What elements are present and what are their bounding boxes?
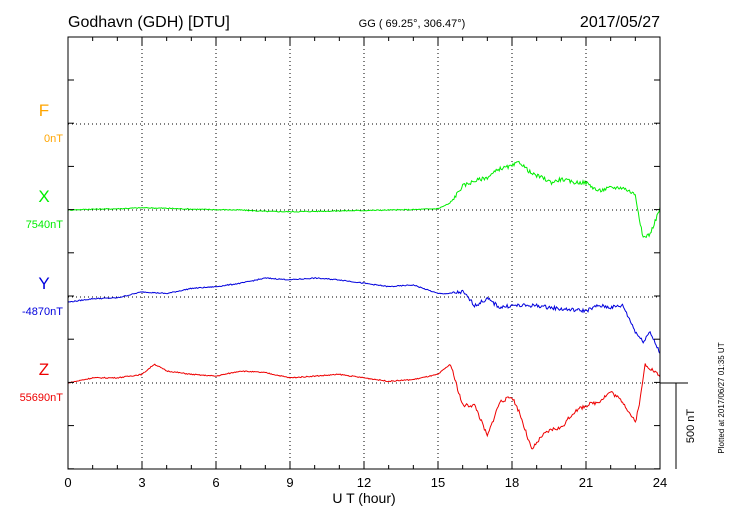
grid-lines: [68, 37, 660, 469]
x-tick-label: 24: [653, 475, 667, 490]
scale-bar-label: 500 nT: [685, 409, 697, 444]
series-name-label: X: [38, 187, 49, 206]
chart-date: 2017/05/27: [580, 14, 660, 31]
x-tick-labels: 0 3 6 9 12 15 18 21 24: [64, 475, 667, 490]
station-coordinates: GG ( 69.25°, 306.47°): [359, 18, 466, 30]
x-tick-label: 15: [431, 475, 445, 490]
series-labels: F 0nT X 7540nT Y -4870nT Z 55690nT: [20, 101, 64, 404]
axis-ticks: [67, 37, 661, 470]
series-line-z: [67, 363, 661, 450]
series-baseline-label: 0nT: [44, 133, 63, 145]
scale-bar: 500 nT: [660, 382, 697, 469]
series-baseline-label: -4870nT: [22, 306, 63, 318]
series-line-y: [67, 277, 661, 354]
series-name-label: Z: [39, 360, 49, 379]
x-tick-label: 6: [212, 475, 219, 490]
x-tick-label: 12: [357, 475, 371, 490]
x-tick-label: 18: [505, 475, 519, 490]
series-group: [67, 160, 661, 450]
plotted-note: Plotted at 2017/06/27 01:35 UT: [717, 342, 726, 453]
series-line-x: [67, 160, 661, 239]
series-name-label: Y: [38, 274, 49, 293]
x-tick-label: 0: [64, 475, 71, 490]
station-title: Godhavn (GDH) [DTU]: [68, 14, 230, 31]
series-name-label: F: [39, 101, 49, 120]
x-tick-label: 9: [286, 475, 293, 490]
x-tick-label: 21: [579, 475, 593, 490]
x-axis-label: U T (hour): [332, 490, 395, 506]
series-baseline-label: 7540nT: [26, 219, 64, 231]
x-tick-label: 3: [138, 475, 145, 490]
series-baseline-label: 55690nT: [20, 392, 64, 404]
